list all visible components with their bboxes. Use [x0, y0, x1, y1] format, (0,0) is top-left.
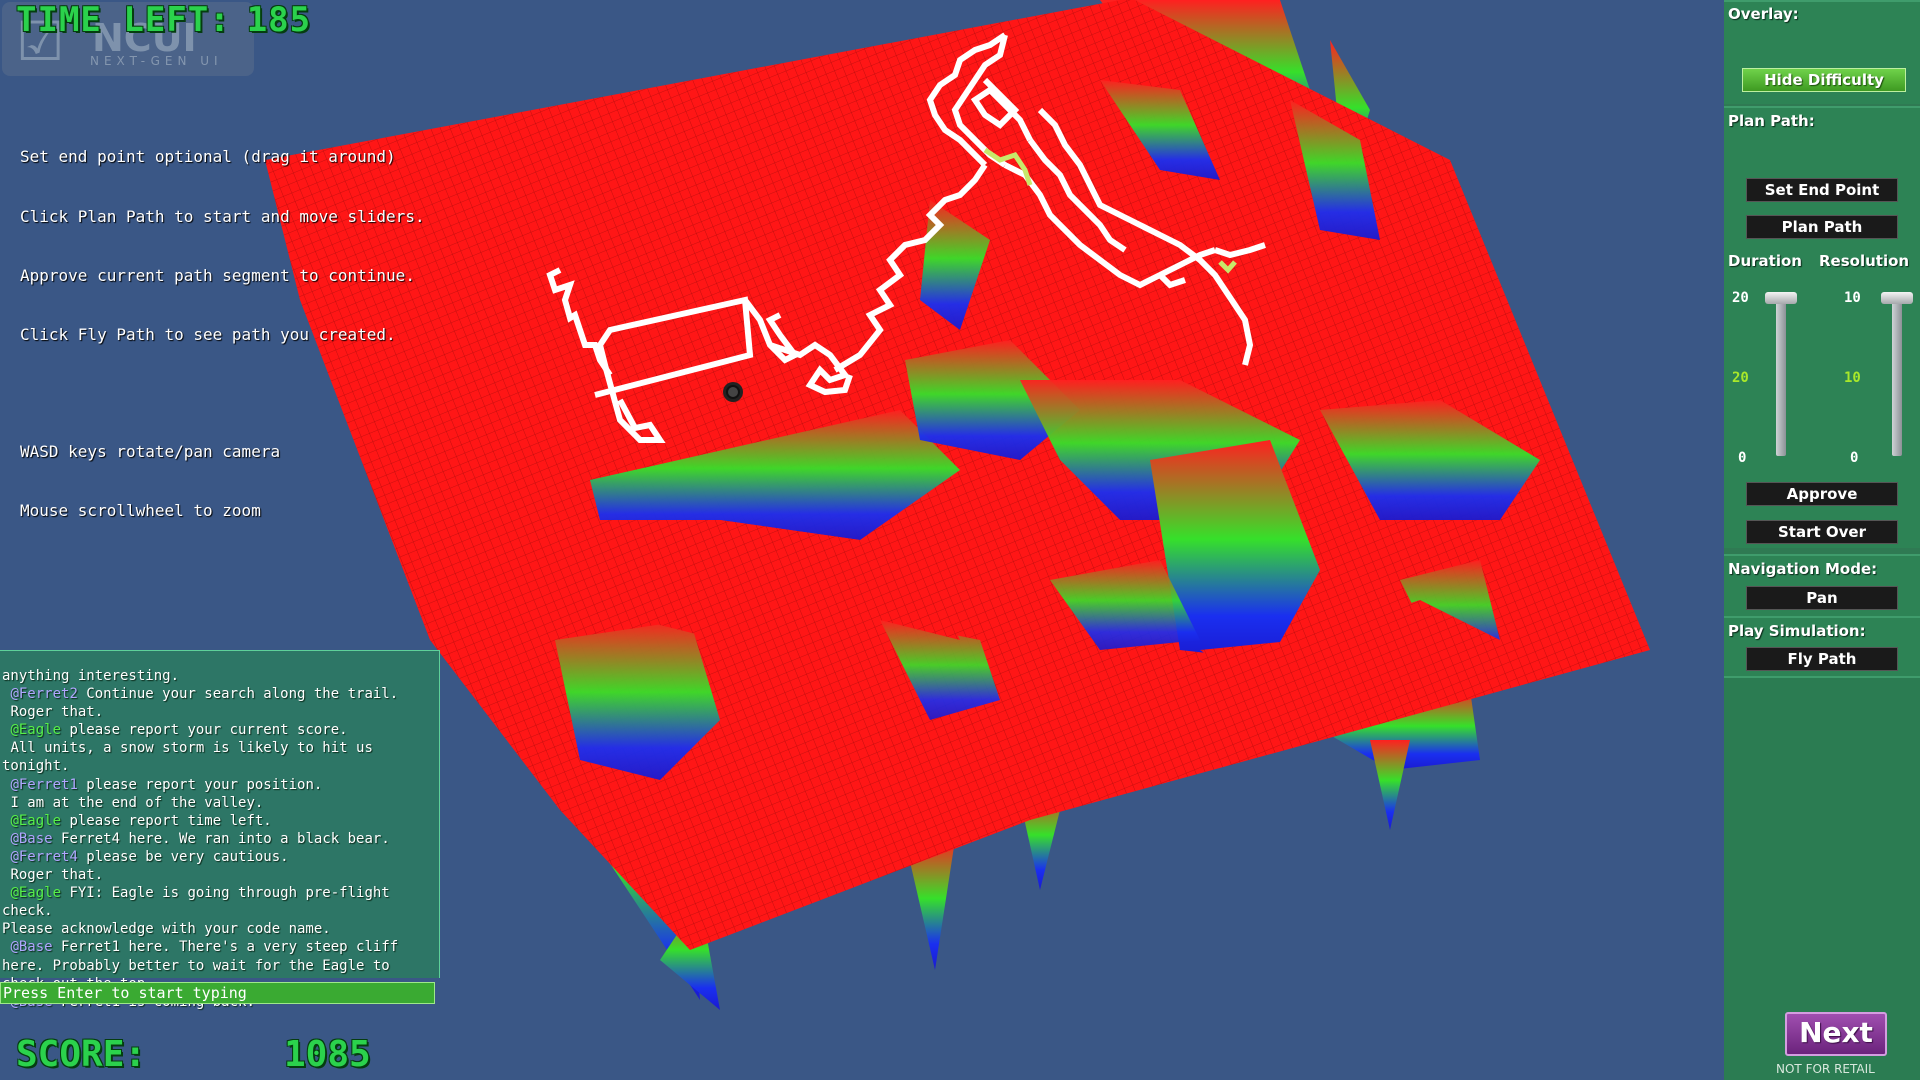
- chat-message: @Ferret2 Continue your search along the …: [10, 686, 399, 703]
- duration-min: 0: [1738, 450, 1747, 466]
- time-left: TIME LEFT: 185: [16, 0, 311, 40]
- chat-message: Roger that.: [10, 704, 104, 721]
- plan-path-button[interactable]: Plan Path: [1746, 215, 1898, 239]
- duration-slider-handle[interactable]: [1765, 292, 1797, 304]
- control-panel: Overlay: Hide Difficulty Plan Path: Set …: [1724, 0, 1920, 1080]
- fly-path-button[interactable]: Fly Path: [1746, 647, 1898, 671]
- logo-subtitle: NEXT-GEN UI: [90, 54, 223, 68]
- play-sim-label: Play Simulation:: [1728, 622, 1866, 640]
- chat-message: Please acknowledge with your code name.: [2, 921, 331, 938]
- instruction-line: Set end point optional (drag it around): [20, 147, 396, 167]
- navigation-section: Navigation Mode: Pan: [1724, 554, 1920, 620]
- resolution-value: 10: [1844, 370, 1861, 386]
- duration-label: Duration: [1728, 252, 1802, 270]
- chat-input[interactable]: Press Enter to start typing: [0, 982, 435, 1004]
- plan-path-label: Plan Path:: [1728, 112, 1815, 130]
- overlay-label: Overlay:: [1728, 5, 1799, 23]
- instruction-gap: [20, 384, 425, 403]
- chat-message: All units, a snow storm is likely to hit…: [2, 740, 382, 775]
- nav-mode-button[interactable]: Pan: [1746, 586, 1898, 610]
- chat-panel[interactable]: anything interesting. @Ferret2 Continue …: [0, 650, 440, 1010]
- chat-message: Roger that.: [10, 867, 104, 884]
- logo-mark-icon: ☑: [16, 10, 64, 73]
- chat-log[interactable]: anything interesting. @Ferret2 Continue …: [2, 667, 438, 1011]
- overlay-section: Overlay: Hide Difficulty: [1724, 0, 1920, 104]
- resolution-label: Resolution: [1819, 252, 1910, 270]
- instruction-line: Click Plan Path to start and move slider…: [20, 206, 425, 226]
- terrain-plateaus: [610, 460, 1500, 820]
- chat-message: @Eagle please report your current score.: [10, 722, 348, 739]
- resolution-slider-handle[interactable]: [1881, 292, 1913, 304]
- score-value: 1085: [284, 1034, 371, 1075]
- duration-max: 20: [1732, 290, 1749, 306]
- duration-slider[interactable]: [1776, 296, 1786, 456]
- vehicle-marker[interactable]: [723, 382, 743, 402]
- instructions: Set end point optional (drag it around) …: [20, 108, 425, 541]
- score-label: SCORE:: [16, 1034, 147, 1075]
- duration-value: 20: [1732, 370, 1749, 386]
- nav-mode-label: Navigation Mode:: [1728, 560, 1878, 578]
- time-left-value: 185: [246, 0, 312, 40]
- logo-word: NCUI: [92, 16, 197, 60]
- time-left-label: TIME LEFT:: [16, 0, 231, 40]
- ncui-logo: ☑ NCUI NEXT-GEN UI: [2, 2, 254, 76]
- hide-difficulty-button[interactable]: Hide Difficulty: [1742, 68, 1906, 92]
- instruction-line: WASD keys rotate/pan camera: [20, 442, 281, 462]
- terrain-ridges: [555, 80, 1540, 780]
- resolution-max: 10: [1844, 290, 1861, 306]
- chat-message: @Base Ferret4 here. We ran into a black …: [10, 830, 390, 847]
- chat-message: @Eagle FYI: Eagle is going through pre-f…: [2, 885, 399, 920]
- path-highlight: [983, 147, 1237, 274]
- start-over-button[interactable]: Start Over: [1746, 520, 1898, 544]
- chat-message: @Eagle please report time left.: [10, 812, 272, 829]
- instruction-line: Click Fly Path to see path you created.: [20, 324, 396, 344]
- not-for-retail-label: NOT FOR RETAIL: [1776, 1062, 1875, 1076]
- approve-button[interactable]: Approve: [1746, 482, 1898, 506]
- chat-message: @Ferret4 please be very cautious.: [10, 848, 289, 865]
- resolution-min: 0: [1850, 450, 1859, 466]
- set-end-point-button[interactable]: Set End Point: [1746, 178, 1898, 202]
- chat-message: @Ferret1 please report your position.: [10, 776, 323, 793]
- simulation-section: Play Simulation: Fly Path: [1724, 616, 1920, 676]
- instruction-line: Approve current path segment to continue…: [20, 265, 415, 285]
- chat-message: anything interesting.: [2, 668, 180, 684]
- planned-path: [546, 32, 1266, 443]
- chat-message: I am at the end of the valley.: [10, 794, 264, 811]
- plan-path-section: Plan Path: Set End Point Plan Path Durat…: [1724, 106, 1920, 548]
- next-button[interactable]: Next: [1785, 1012, 1887, 1056]
- resolution-slider[interactable]: [1892, 296, 1902, 456]
- instruction-line: Mouse scrollwheel to zoom: [20, 501, 261, 521]
- score: SCORE: 1085: [16, 1034, 371, 1078]
